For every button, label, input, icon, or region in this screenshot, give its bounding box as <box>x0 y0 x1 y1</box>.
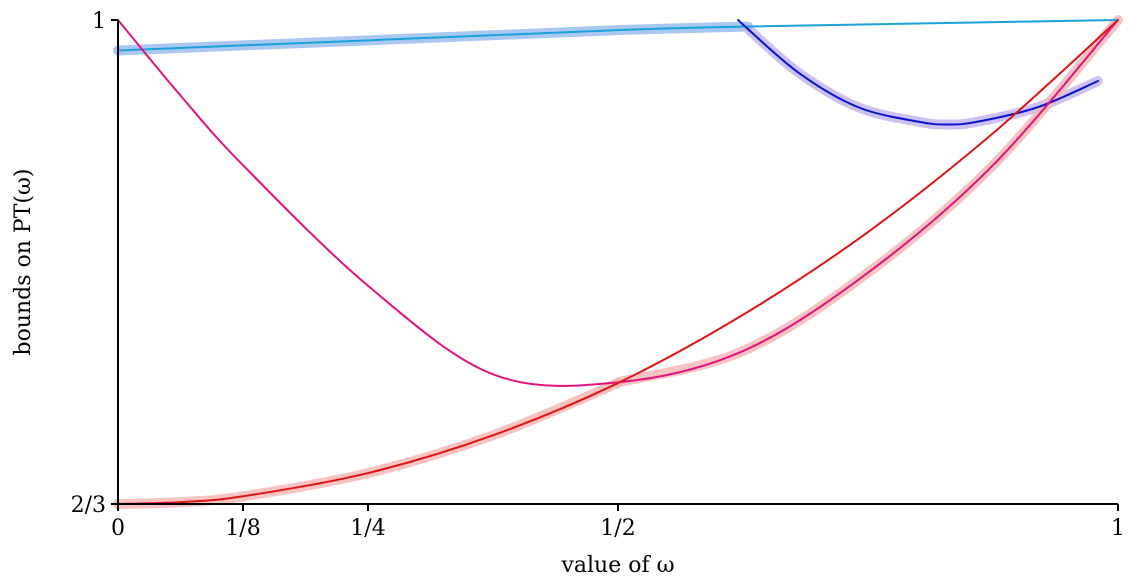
axes <box>117 20 1118 505</box>
pink-band-magenta <box>613 15 1123 388</box>
x-tick-label: 1/4 <box>350 516 385 541</box>
x-tick-label: 1/2 <box>600 516 635 541</box>
pink-band-red <box>113 378 623 509</box>
y-tick-label: 2/3 <box>71 493 106 518</box>
x-axis-label: value of ω <box>560 553 674 578</box>
plot-curves <box>117 19 1119 505</box>
y-tick-label: 1 <box>92 9 106 34</box>
y-axis-label: bounds on PT(ω) <box>11 168 36 355</box>
x-tick-label: 0 <box>111 516 125 541</box>
ticks: 0 1/8 1/4 1/2 1 2/3 1 <box>71 9 1125 541</box>
cyan-line <box>117 19 1119 52</box>
red-curve <box>117 19 1119 505</box>
x-tick-label: 1/8 <box>225 516 260 541</box>
highlight-bands <box>113 15 1123 509</box>
magenta-curve <box>117 19 1119 387</box>
x-tick-label: 1 <box>1111 516 1125 541</box>
blue-curve <box>737 19 1099 126</box>
